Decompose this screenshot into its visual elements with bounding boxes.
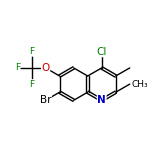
Text: N: N bbox=[97, 95, 106, 105]
Text: Cl: Cl bbox=[97, 47, 107, 57]
Text: F: F bbox=[29, 47, 34, 56]
Text: Br: Br bbox=[40, 95, 51, 105]
Text: CH₃: CH₃ bbox=[132, 80, 149, 89]
Text: O: O bbox=[41, 63, 50, 73]
Text: F: F bbox=[15, 63, 20, 72]
Text: F: F bbox=[29, 80, 34, 89]
